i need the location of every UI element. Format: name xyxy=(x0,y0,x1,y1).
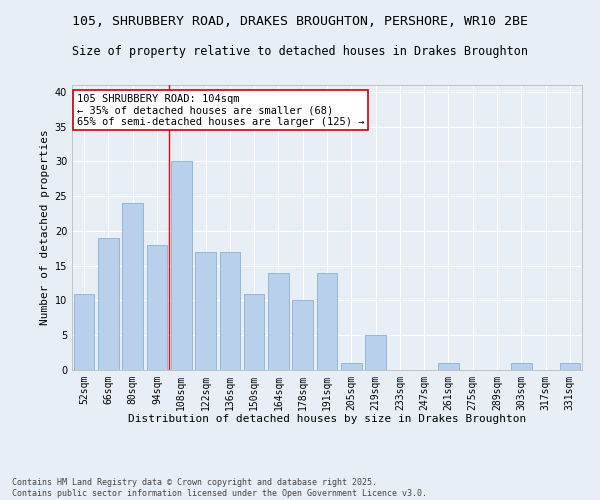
Bar xyxy=(317,272,337,370)
Bar xyxy=(511,363,532,370)
Bar xyxy=(438,363,459,370)
Bar xyxy=(122,203,143,370)
Text: Size of property relative to detached houses in Drakes Broughton: Size of property relative to detached ho… xyxy=(72,45,528,58)
Bar xyxy=(365,335,386,370)
Bar xyxy=(74,294,94,370)
X-axis label: Distribution of detached houses by size in Drakes Broughton: Distribution of detached houses by size … xyxy=(128,414,526,424)
Bar xyxy=(341,363,362,370)
Bar xyxy=(220,252,240,370)
Bar xyxy=(244,294,265,370)
Bar xyxy=(268,272,289,370)
Bar xyxy=(292,300,313,370)
Text: 105, SHRUBBERY ROAD, DRAKES BROUGHTON, PERSHORE, WR10 2BE: 105, SHRUBBERY ROAD, DRAKES BROUGHTON, P… xyxy=(72,15,528,28)
Text: 105 SHRUBBERY ROAD: 104sqm
← 35% of detached houses are smaller (68)
65% of semi: 105 SHRUBBERY ROAD: 104sqm ← 35% of deta… xyxy=(77,94,365,126)
Text: Contains HM Land Registry data © Crown copyright and database right 2025.
Contai: Contains HM Land Registry data © Crown c… xyxy=(12,478,427,498)
Y-axis label: Number of detached properties: Number of detached properties xyxy=(40,130,50,326)
Bar xyxy=(560,363,580,370)
Bar xyxy=(98,238,119,370)
Bar xyxy=(171,162,191,370)
Bar xyxy=(195,252,216,370)
Bar xyxy=(146,245,167,370)
